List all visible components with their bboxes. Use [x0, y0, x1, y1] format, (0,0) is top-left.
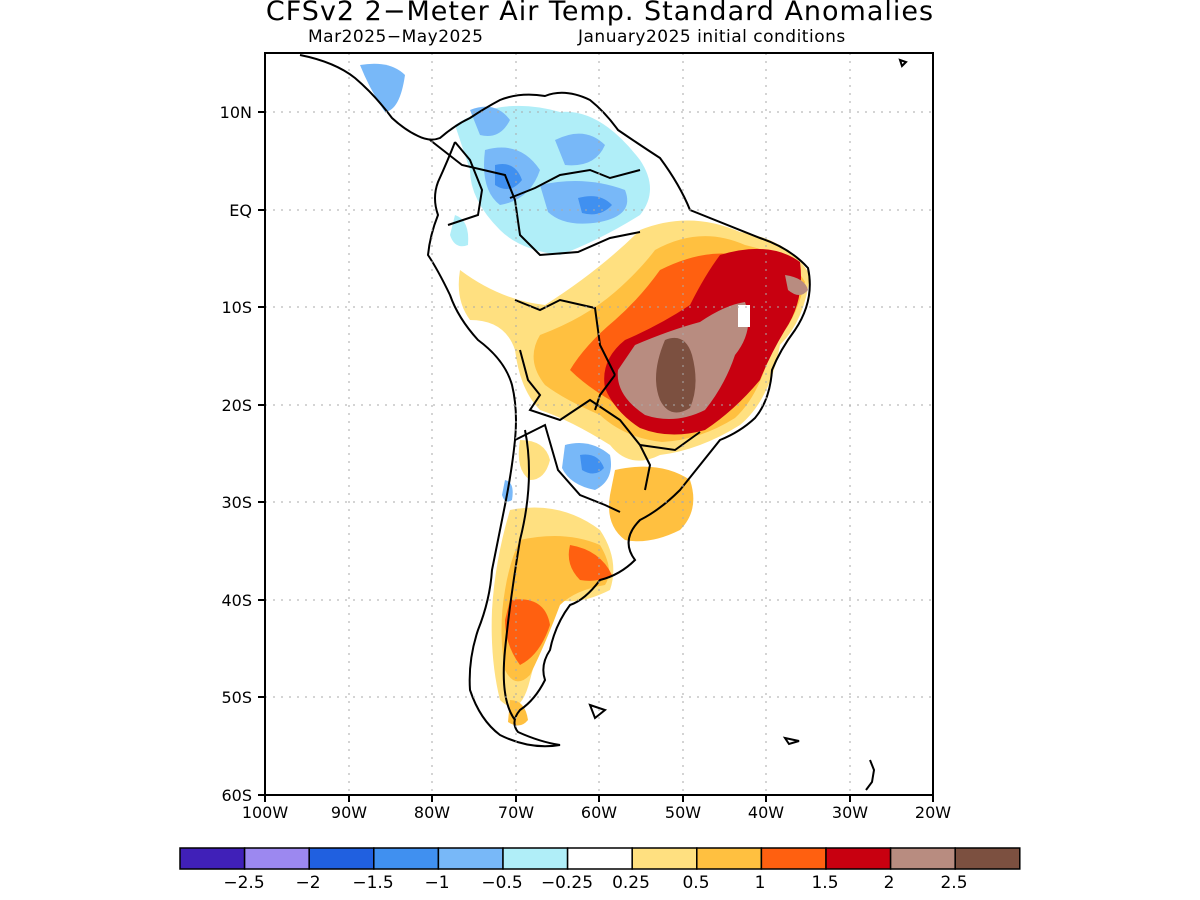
colorbar-label: −2.5 — [223, 873, 265, 893]
colorbar-swatch — [373, 847, 440, 870]
colorbar-swatch — [825, 847, 892, 870]
lat-label-10n: 10N — [219, 103, 252, 122]
colorbar-swatch — [179, 847, 246, 870]
initial-conditions: January2025 initial conditions — [578, 27, 846, 47]
colorbar-swatch — [889, 847, 956, 870]
colorbar-label: −0.5 — [481, 873, 523, 893]
lon-label-30w: 30W — [831, 803, 869, 822]
colorbar-label: −1 — [424, 873, 450, 893]
colorbar-label: −0.25 — [540, 873, 594, 893]
axis-ticks — [258, 111, 934, 802]
colorbar-label: −1.5 — [352, 873, 394, 893]
colorbar-swatch — [308, 847, 375, 870]
lon-label-50w: 50W — [664, 803, 702, 822]
lat-label-30s: 30S — [221, 493, 252, 512]
lon-label-100w: 100W — [241, 803, 289, 822]
colorbar-label: 0.5 — [682, 873, 710, 893]
lat-label-50s: 50S — [221, 688, 252, 707]
lon-label-40w: 40W — [747, 803, 785, 822]
colorbar-swatch — [631, 847, 698, 870]
anomaly-shading — [360, 63, 810, 726]
lat-label-eq: EQ — [229, 201, 252, 220]
lon-label-20w: 20W — [914, 803, 952, 822]
lat-label-10s: 10S — [221, 298, 252, 317]
colorbar-label: 1 — [754, 873, 766, 893]
colorbar-swatch — [954, 847, 1021, 870]
map-title: CFSv2 2−Meter Air Temp. Standard Anomali… — [265, 0, 935, 27]
lon-label-70w: 70W — [497, 803, 535, 822]
lat-label-60s: 60S — [221, 786, 252, 805]
colorbar-swatch — [696, 847, 763, 870]
coastlines — [299, 54, 908, 791]
lon-label-60w: 60W — [580, 803, 618, 822]
colorbar-swatch — [502, 847, 569, 870]
lat-label-20s: 20S — [221, 396, 252, 415]
colorbar — [179, 847, 1021, 870]
colorbar-swatch — [760, 847, 827, 870]
colorbar-swatch — [243, 847, 310, 870]
colorbar-label: 2.5 — [940, 873, 968, 893]
colorbar-swatch — [437, 847, 504, 870]
forecast-period: Mar2025−May2025 — [308, 27, 484, 47]
colorbar-label: 2 — [883, 873, 895, 893]
lat-label-40s: 40S — [221, 591, 252, 610]
colorbar-label: 1.5 — [811, 873, 839, 893]
colorbar-label: 0.25 — [612, 873, 650, 893]
colorbar-swatch — [566, 847, 633, 870]
lon-label-90w: 90W — [330, 803, 368, 822]
lon-label-80w: 80W — [413, 803, 451, 822]
colorbar-label: −2 — [295, 873, 321, 893]
